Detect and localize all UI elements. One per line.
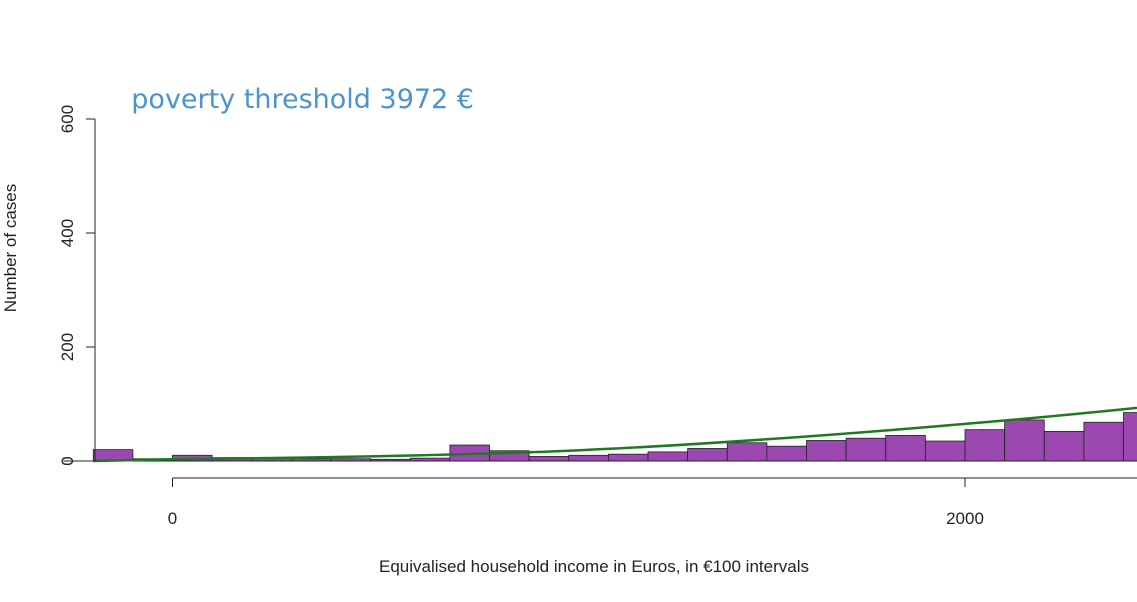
y-tick-label: 0	[58, 456, 77, 465]
histogram-bar	[885, 434, 926, 462]
histogram-bar	[607, 453, 649, 462]
histogram-bar	[568, 454, 609, 462]
histogram-bar	[806, 440, 847, 462]
histogram-bar	[845, 437, 887, 462]
histogram-bar	[528, 456, 570, 462]
x-tick-label: 2000	[946, 509, 984, 528]
histogram-bar	[1123, 412, 1137, 462]
histogram-bar	[1043, 430, 1085, 462]
y-tick-label: 600	[58, 105, 77, 133]
y-tick-label: 200	[58, 333, 77, 361]
x-tick-label: 0	[168, 509, 177, 528]
y-tick-label: 400	[58, 219, 77, 247]
histogram-bar	[1004, 419, 1045, 462]
density-curve	[93, 406, 1137, 463]
x-axis-title: Equivalised household income in Euros, i…	[379, 557, 809, 576]
histogram-bar	[687, 448, 728, 462]
histogram-bar	[647, 451, 689, 462]
poverty-threshold-label: poverty threshold 3972 €	[131, 84, 474, 115]
axis-layer: 02004006000200040006000800010000	[58, 105, 1137, 528]
histogram-bar	[964, 429, 1006, 462]
histogram-bar	[726, 442, 768, 462]
histogram-bar	[1083, 421, 1124, 462]
histogram-bar	[766, 445, 807, 462]
y-axis-title: Number of cases	[1, 184, 20, 313]
curve-layer	[93, 406, 1137, 463]
histogram-bar	[924, 440, 966, 462]
